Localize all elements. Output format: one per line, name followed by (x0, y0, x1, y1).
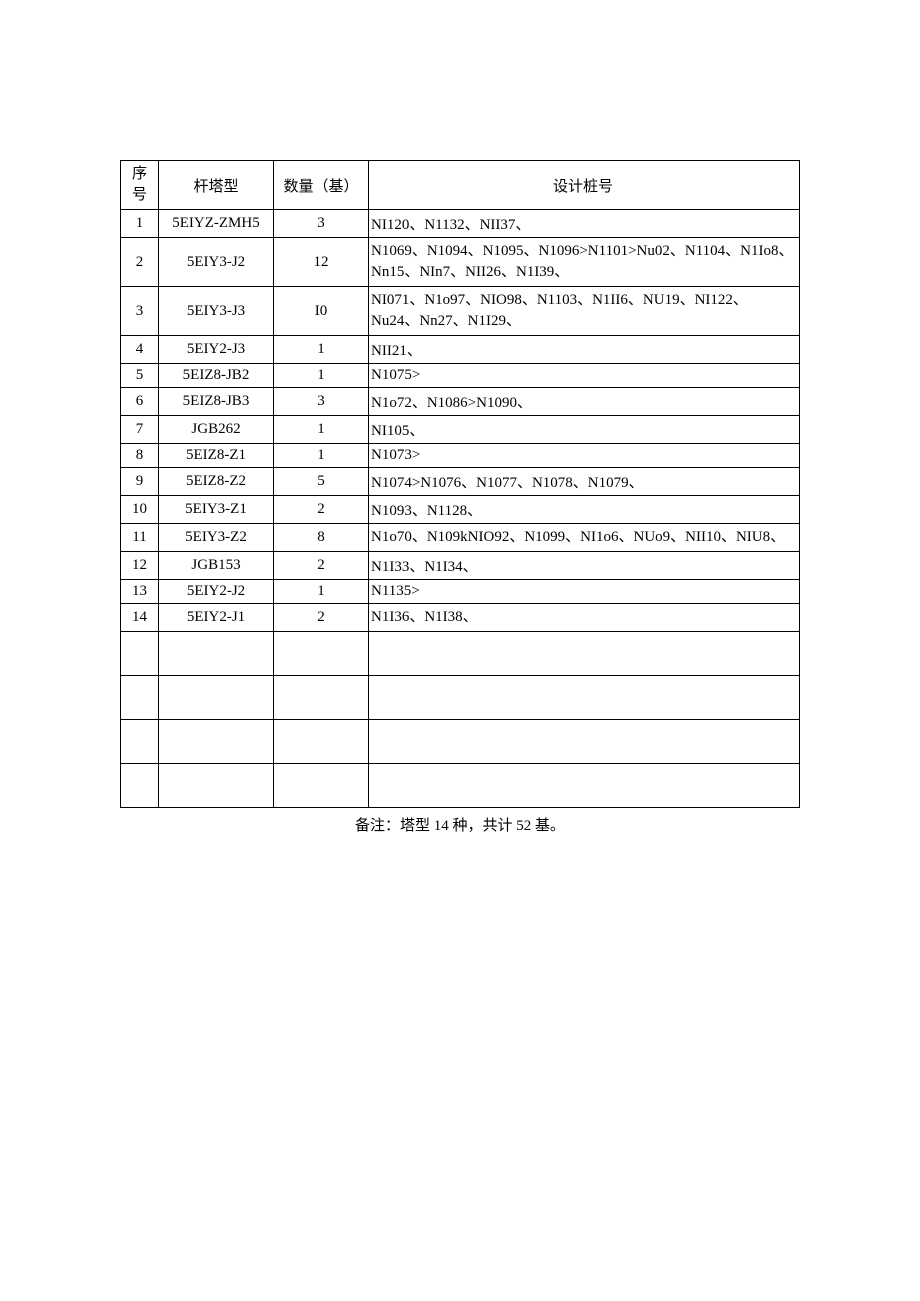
cell-seq: 3 (121, 287, 159, 336)
cell-seq: 1 (121, 210, 159, 238)
cell-qty: 3 (274, 388, 369, 416)
table-row-empty (121, 764, 800, 808)
cell-type: 5EIY2-J3 (159, 336, 274, 364)
cell-design: N1o70、N109kNIO92、N1099、NI1o6、NUo9、NII10、… (369, 524, 800, 552)
cell-empty (369, 632, 800, 676)
cell-design: N1135> (369, 580, 800, 604)
cell-design: NI120、N1132、NII37、 (369, 210, 800, 238)
table-row: 115EIY3-Z28N1o70、N109kNIO92、N1099、NI1o6、… (121, 524, 800, 552)
cell-design: N1093、N1128、 (369, 496, 800, 524)
table-row: 15EIYZ-ZMH53NI120、N1132、NII37、 (121, 210, 800, 238)
tower-type-table: 序号 杆塔型 数量（基） 设计桩号 15EIYZ-ZMH53NI120、N113… (120, 160, 800, 808)
table-row-empty (121, 720, 800, 764)
table-row-empty (121, 676, 800, 720)
cell-design: NI071、N1o97、NIO98、N1103、N1II6、NU19、NI122… (369, 287, 800, 336)
cell-type: 5EIZ8-Z2 (159, 468, 274, 496)
table-row: 55EIZ8-JB21N1075> (121, 364, 800, 388)
table-row: 145EIY2-J12N1I36、N1I38、 (121, 604, 800, 632)
cell-qty: 1 (274, 364, 369, 388)
cell-seq: 14 (121, 604, 159, 632)
cell-type: 5EIY3-J3 (159, 287, 274, 336)
cell-design: N1069、N1094、N1095、N1096>N1101>Nu02、N1104… (369, 238, 800, 287)
cell-design: N1I33、N1I34、 (369, 552, 800, 580)
cell-empty (121, 764, 159, 808)
cell-empty (159, 632, 274, 676)
cell-seq: 13 (121, 580, 159, 604)
cell-type: 5EIZ8-Z1 (159, 444, 274, 468)
cell-qty: 8 (274, 524, 369, 552)
cell-type: 5EIYZ-ZMH5 (159, 210, 274, 238)
cell-empty (159, 676, 274, 720)
cell-qty: 12 (274, 238, 369, 287)
footnote: 备注：塔型 14 种，共计 52 基。 (120, 814, 800, 835)
cell-seq: 6 (121, 388, 159, 416)
cell-empty (121, 720, 159, 764)
cell-type: JGB153 (159, 552, 274, 580)
cell-qty: 1 (274, 444, 369, 468)
cell-seq: 10 (121, 496, 159, 524)
cell-empty (369, 764, 800, 808)
table-body: 15EIYZ-ZMH53NI120、N1132、NII37、25EIY3-J21… (121, 210, 800, 808)
table-row: 85EIZ8-Z11N1073> (121, 444, 800, 468)
cell-qty: 2 (274, 552, 369, 580)
cell-design: N1o72、N1086>N1090、 (369, 388, 800, 416)
cell-type: 5EIZ8-JB2 (159, 364, 274, 388)
cell-empty (159, 764, 274, 808)
cell-type: 5EIY2-J1 (159, 604, 274, 632)
cell-qty: 2 (274, 496, 369, 524)
table-row: 105EIY3-Z12N1093、N1128、 (121, 496, 800, 524)
table-row: 25EIY3-J212N1069、N1094、N1095、N1096>N1101… (121, 238, 800, 287)
cell-design: NI105、 (369, 416, 800, 444)
table-row: 135EIY2-J21N1135> (121, 580, 800, 604)
cell-empty (274, 676, 369, 720)
cell-seq: 9 (121, 468, 159, 496)
cell-seq: 2 (121, 238, 159, 287)
cell-qty: 1 (274, 416, 369, 444)
cell-empty (274, 632, 369, 676)
cell-qty: 5 (274, 468, 369, 496)
cell-type: 5EIY3-Z1 (159, 496, 274, 524)
cell-seq: 5 (121, 364, 159, 388)
cell-empty (369, 720, 800, 764)
cell-seq: 8 (121, 444, 159, 468)
cell-empty (159, 720, 274, 764)
cell-type: JGB262 (159, 416, 274, 444)
cell-design: NII21、 (369, 336, 800, 364)
table-row: 65EIZ8-JB33N1o72、N1086>N1090、 (121, 388, 800, 416)
table-row: 7JGB2621NI105、 (121, 416, 800, 444)
cell-qty: 1 (274, 336, 369, 364)
cell-design: N1075> (369, 364, 800, 388)
cell-empty (121, 632, 159, 676)
cell-qty: 2 (274, 604, 369, 632)
table-row: 12JGB1532N1I33、N1I34、 (121, 552, 800, 580)
table-header-row: 序号 杆塔型 数量（基） 设计桩号 (121, 161, 800, 210)
cell-seq: 4 (121, 336, 159, 364)
cell-type: 5EIZ8-JB3 (159, 388, 274, 416)
cell-empty (274, 720, 369, 764)
cell-design: N1073> (369, 444, 800, 468)
cell-seq: 12 (121, 552, 159, 580)
cell-qty: 3 (274, 210, 369, 238)
cell-empty (369, 676, 800, 720)
cell-qty: 1 (274, 580, 369, 604)
cell-design: N1074>N1076、N1077、N1078、N1079、 (369, 468, 800, 496)
cell-design: N1I36、N1I38、 (369, 604, 800, 632)
header-type: 杆塔型 (159, 161, 274, 210)
cell-seq: 7 (121, 416, 159, 444)
cell-type: 5EIY3-Z2 (159, 524, 274, 552)
table-row: 45EIY2-J31NII21、 (121, 336, 800, 364)
header-design: 设计桩号 (369, 161, 800, 210)
header-qty: 数量（基） (274, 161, 369, 210)
cell-type: 5EIY3-J2 (159, 238, 274, 287)
cell-qty: I0 (274, 287, 369, 336)
header-seq: 序号 (121, 161, 159, 210)
table-row: 95EIZ8-Z25N1074>N1076、N1077、N1078、N1079、 (121, 468, 800, 496)
table-row-empty (121, 632, 800, 676)
cell-type: 5EIY2-J2 (159, 580, 274, 604)
cell-seq: 11 (121, 524, 159, 552)
cell-empty (274, 764, 369, 808)
cell-empty (121, 676, 159, 720)
table-row: 35EIY3-J3I0NI071、N1o97、NIO98、N1103、N1II6… (121, 287, 800, 336)
